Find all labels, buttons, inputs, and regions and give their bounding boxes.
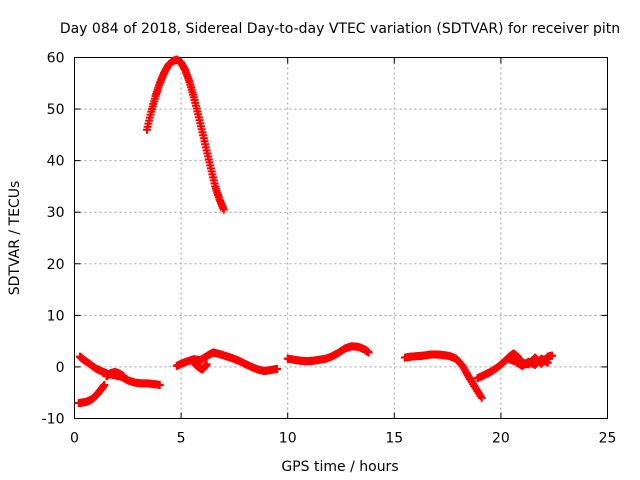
series-satellite-arc-6 xyxy=(189,358,211,374)
data-point xyxy=(543,358,552,367)
series-satellite-arc-10 xyxy=(505,354,552,370)
y-tick-label: 50 xyxy=(47,102,65,118)
series-satellite-arc-3 xyxy=(102,368,128,381)
y-tick-label: 30 xyxy=(47,205,65,221)
y-tick-label: 20 xyxy=(47,257,65,273)
x-tick-label: 15 xyxy=(385,431,403,447)
x-tick-label: 0 xyxy=(70,431,79,447)
x-tick-label: 5 xyxy=(177,431,186,447)
y-tick-label: 10 xyxy=(47,308,65,324)
data-point xyxy=(155,380,164,389)
series-satellite-arc-5 xyxy=(172,348,282,376)
y-tick-label: 40 xyxy=(47,154,65,170)
chart-title: Day 084 of 2018, Sidereal Day-to-day VTE… xyxy=(60,21,620,37)
grid-lines xyxy=(74,57,608,419)
plot-frame xyxy=(74,57,608,419)
data-points xyxy=(74,55,557,408)
series-satellite-arc-8 xyxy=(400,350,486,402)
series-satellite-arc-9 xyxy=(473,349,557,383)
data-point xyxy=(273,364,282,373)
axes: 0 5 10 15 20 25 -10 0 10 20 30 40 50 60 xyxy=(42,51,617,447)
x-axis-label: GPS time / hours xyxy=(281,459,398,475)
x-tick-label: 20 xyxy=(492,431,510,447)
data-point xyxy=(100,380,109,389)
data-point xyxy=(548,351,557,360)
y-tick-label: 0 xyxy=(56,360,65,376)
data-point xyxy=(477,393,486,402)
x-tick-label: 25 xyxy=(599,431,617,447)
data-point xyxy=(119,372,128,381)
series-satellite-arc-4 xyxy=(142,55,228,214)
data-point xyxy=(219,205,228,214)
data-point xyxy=(202,360,211,369)
x-tick-label: 10 xyxy=(279,431,297,447)
y-axis-label: SDTVAR / TECUs xyxy=(7,181,23,296)
series-satellite-arc-1 xyxy=(74,380,109,408)
data-point xyxy=(364,348,373,357)
series-satellite-arc-7 xyxy=(283,342,373,366)
y-tick-label: -10 xyxy=(42,412,65,428)
y-tick-label: 60 xyxy=(47,51,65,67)
